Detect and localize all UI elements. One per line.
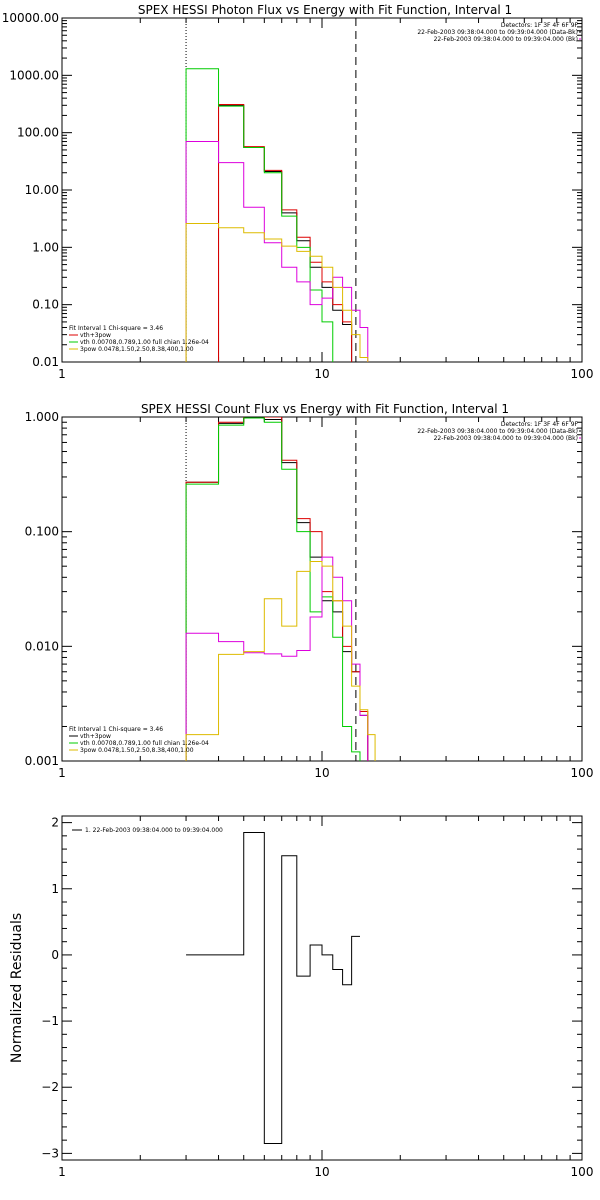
y-tick-label: 10.00 [25,183,59,197]
series-group [186,832,360,1144]
y-tick-label: −2 [41,1080,59,1094]
x-tick-label: 10 [314,766,329,780]
residual-legend-text: 1. 22-Feb-2003 09:38:04.000 to 09:39:04.… [85,827,223,834]
x-tick-label: 10 [314,1165,329,1179]
fit-legend-text: 3pow 0.0478,1.50,2.50,8.38,400,1.00 [80,346,194,353]
x-tick-label: 1 [58,367,66,381]
y-tick-label: −1 [41,1014,59,1028]
y-tick-label: 0.01 [32,355,59,369]
residuals-ylabel: Normalized Residuals [9,913,25,1063]
fit-legend-text: vth+3pow [80,332,111,339]
info-line: Detectors: 1F 3F 4F 6F 9F [501,421,579,428]
x-tick-label: 100 [571,766,594,780]
plot-frame [61,815,583,1161]
info-line: 22-Feb-2003 09:38:04.000 to 09:39:04.000… [434,435,578,442]
fit-legend-text: 3pow 0.0478,1.50,2.50,8.38,400,1.00 [80,747,194,754]
x-tick-label: 1 [58,766,66,780]
y-tick-label: 2 [51,816,59,830]
series-histogram [218,104,353,362]
series-histogram [185,223,369,362]
fit-legend-text: vth+3pow [80,733,111,740]
series-histogram [218,103,353,362]
y-tick-label: 100.00 [17,126,59,140]
fit-legend-text: vth 0.00708,0.789,1.00 full chian 1.26e-… [80,339,209,346]
photon-flux-title: SPEX HESSI Photon Flux vs Energy with Fi… [138,3,512,17]
info-line: 22-Feb-2003 09:38:04.000 to 09:39:04.000… [434,36,578,43]
series-histogram [185,417,369,761]
fit-legend-text: Fit Interval 1 Chi-square = 3.46 [69,325,163,332]
y-tick-label: 1000.00 [9,68,59,82]
y-tick-label: 0.10 [32,298,59,312]
x-tick-label: 100 [571,1165,594,1179]
y-tick-label: 0.001 [25,754,59,768]
count-flux-plot: 1 10 100 0.001 0.010 0.100 1.000 Detectors: 1F … [25,410,594,780]
info-line: 22-Feb-2003 09:38:04.000 to 09:39:04.000… [417,29,578,36]
series-histogram [185,68,334,362]
x-tick-label: 1 [58,1165,66,1179]
fit-legend-text: Fit Interval 1 Chi-square = 3.46 [69,726,163,733]
series-histogram [185,141,369,362]
fit-legend-text: vth 0.00708,0.789,1.00 full chian 1.26e-… [80,740,209,747]
y-tick-label: 0.010 [25,639,59,653]
series-group [185,417,376,761]
y-tick-label: 0 [51,948,59,962]
y-tick-label: −3 [41,1146,59,1160]
series-histogram [186,832,360,1144]
y-tick-label: 10000.00 [2,11,59,25]
residuals-plot: 1 10 100 −3 −2 −1 0 1 2 1. 22-Feb-2003 09:38:04.0… [41,815,594,1179]
y-tick-label: 0.100 [25,525,59,539]
count-flux-title: SPEX HESSI Count Flux vs Energy with Fit… [141,402,509,416]
x-tick-label: 10 [314,367,329,381]
x-tick-label: 100 [571,367,594,381]
y-tick-label: 1 [51,882,59,896]
series-histogram [185,417,361,761]
series-group [185,68,369,362]
info-line: 22-Feb-2003 09:38:04.000 to 09:39:04.000… [417,428,578,435]
photon-flux-plot: 1 10 100 0.01 0.10 1.00 10.00 100.00 1000.00 1000… [2,11,594,381]
y-tick-label: 1.000 [25,410,59,424]
y-tick-label: 1.00 [32,240,59,254]
series-histogram [185,560,376,761]
info-line: Detectors: 1F 3F 4F 6F 9F [501,22,579,29]
series-histogram [185,417,369,761]
